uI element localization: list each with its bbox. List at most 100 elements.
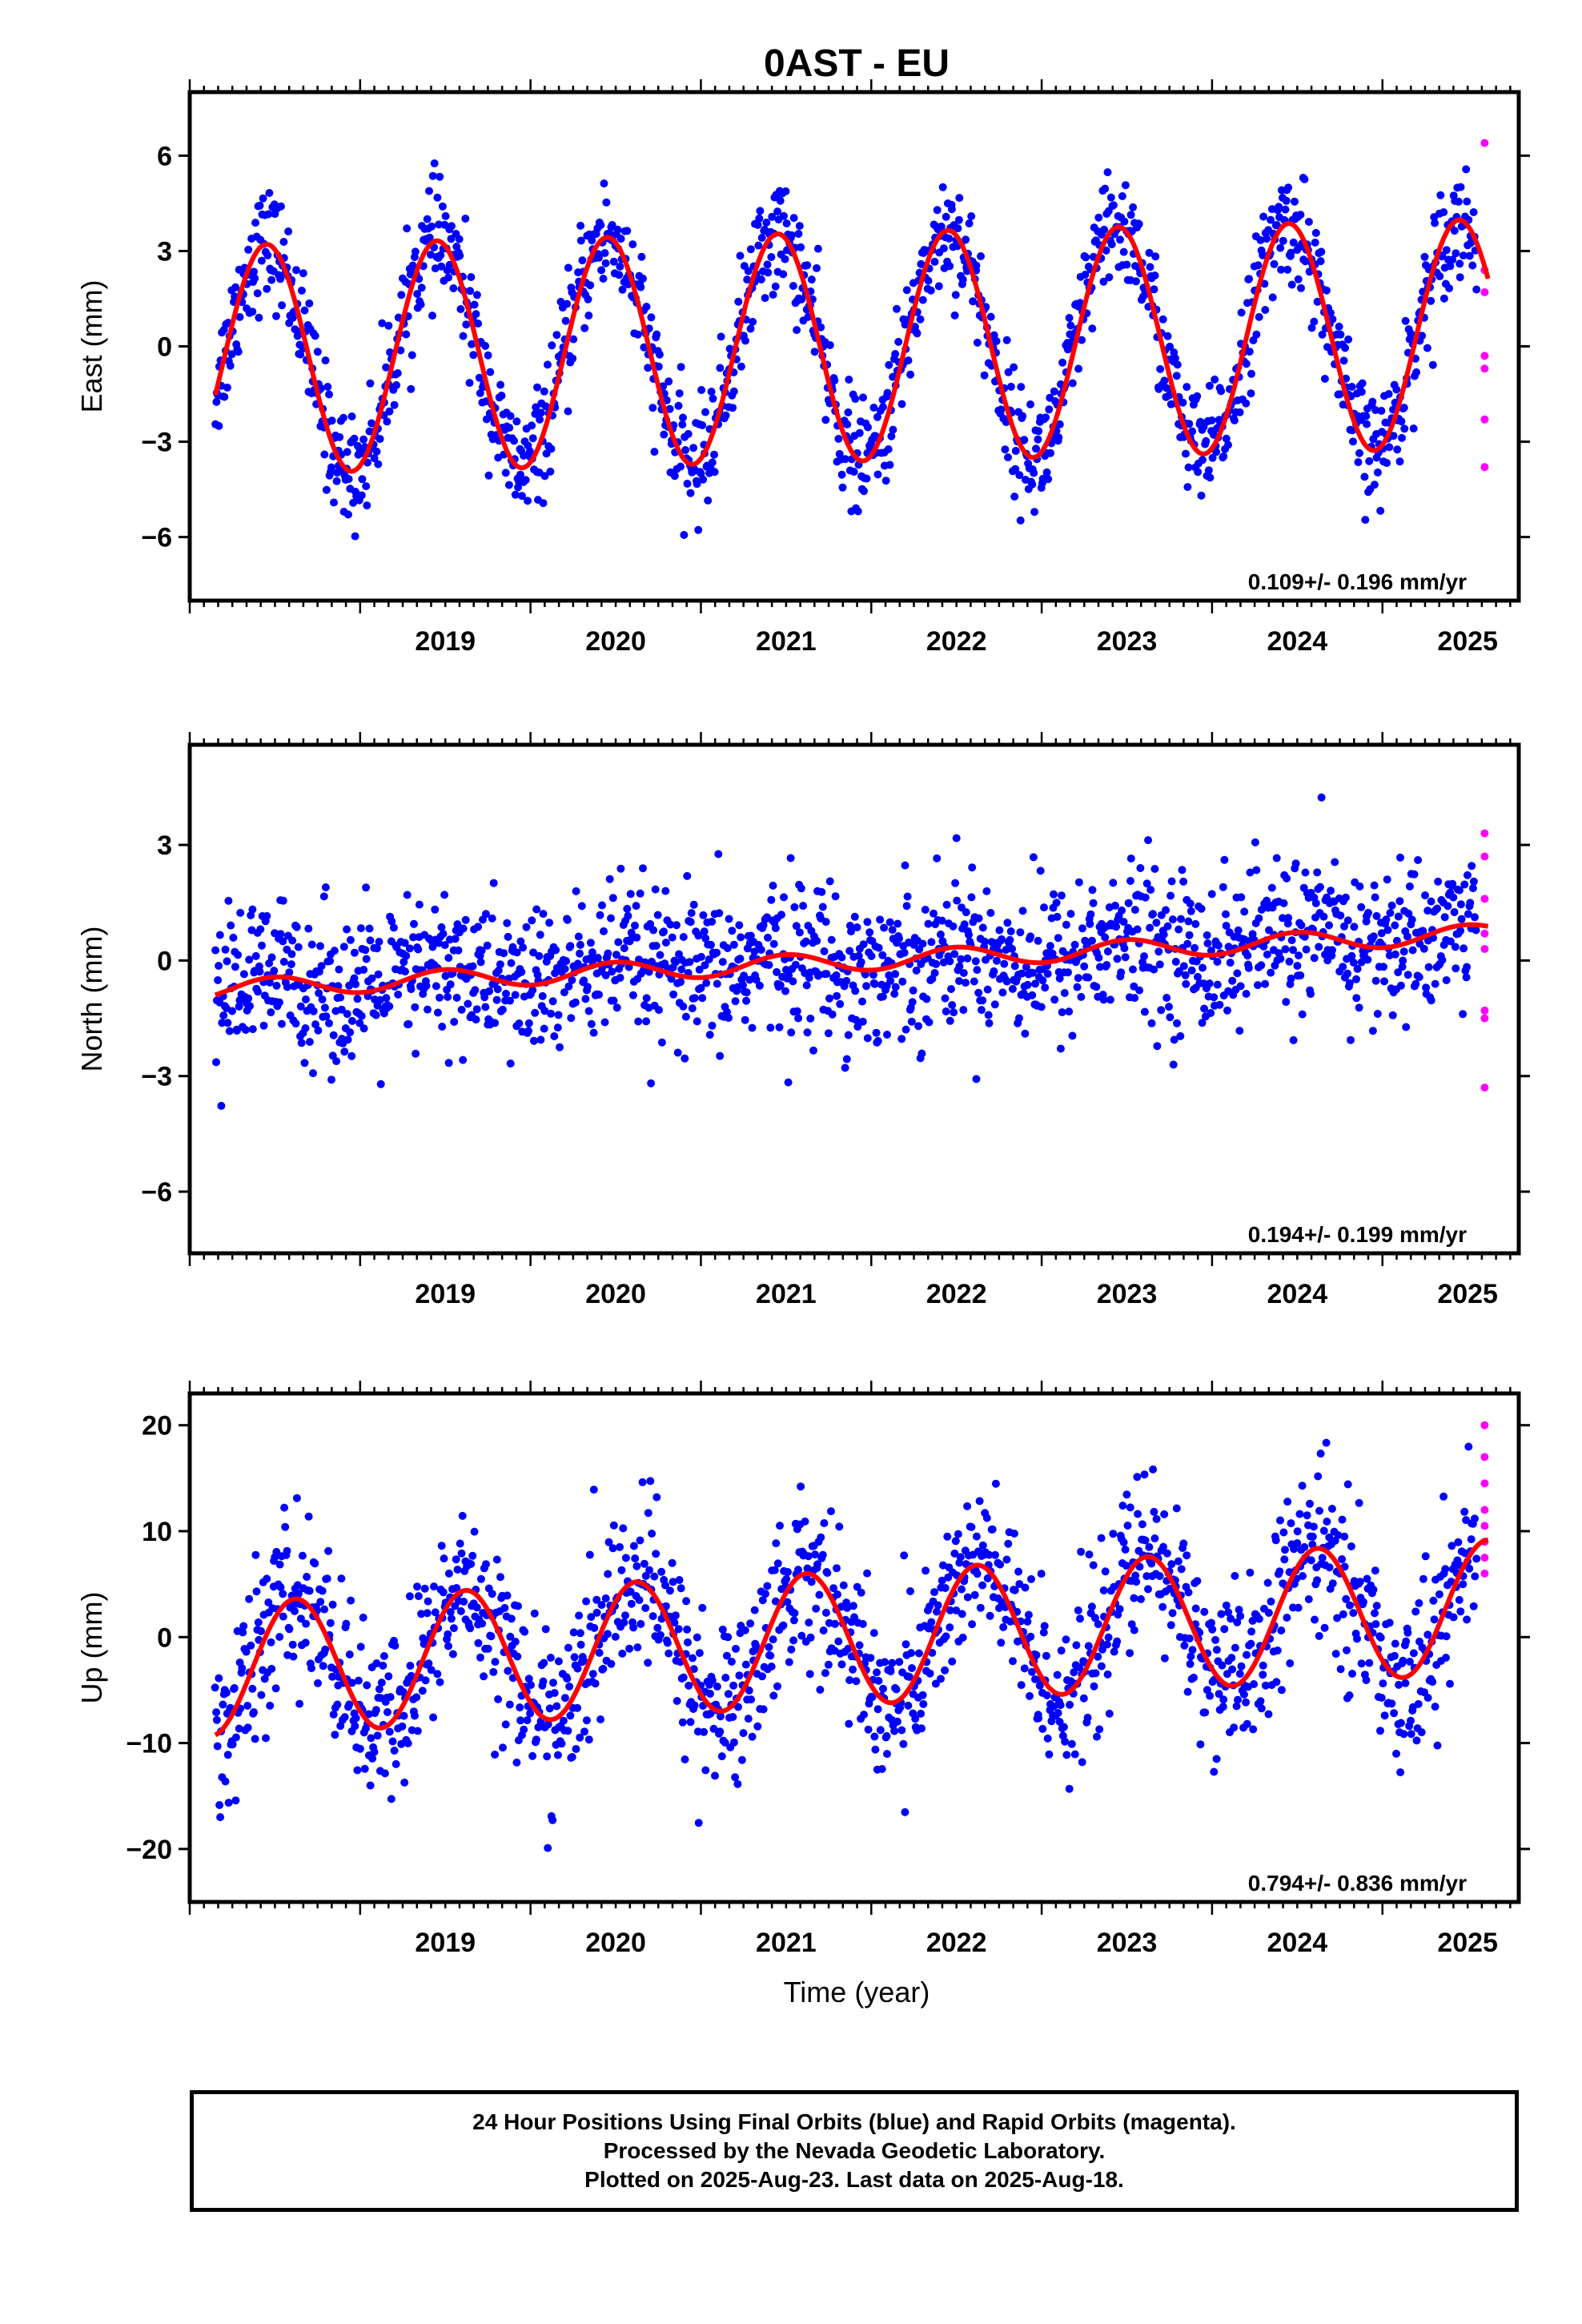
north-rapid-point — [1480, 895, 1489, 903]
up-data-point — [1469, 1602, 1478, 1610]
up-data-point — [1279, 1528, 1288, 1537]
north-data-point — [1222, 910, 1230, 919]
up-data-point — [1333, 1614, 1342, 1622]
up-data-point — [1024, 1610, 1033, 1619]
up-data-point — [1091, 1669, 1100, 1678]
north-data-point — [1325, 921, 1333, 930]
up-data-point — [385, 1727, 394, 1736]
up-data-point — [804, 1552, 813, 1561]
north-data-point — [766, 1023, 775, 1032]
east-data-point — [933, 206, 942, 215]
east-data-point — [386, 348, 395, 356]
north-data-point — [1347, 1035, 1355, 1044]
north-data-point — [335, 965, 343, 974]
north-data-point — [1109, 879, 1118, 887]
up-data-point — [1212, 1646, 1221, 1655]
up-data-point — [1042, 1651, 1050, 1660]
up-data-point — [821, 1608, 830, 1617]
up-data-point — [1454, 1538, 1463, 1546]
north-data-point — [1427, 897, 1435, 906]
up-data-point — [452, 1555, 460, 1564]
north-data-point — [705, 955, 713, 963]
east-data-point — [946, 262, 954, 271]
up-data-point — [523, 1716, 532, 1725]
north-data-point — [1421, 891, 1429, 899]
up-data-point — [787, 1645, 796, 1654]
north-data-point — [1281, 945, 1290, 954]
north-data-point — [246, 1002, 254, 1011]
north-data-point — [339, 943, 348, 951]
up-data-point — [811, 1550, 819, 1559]
up-data-point — [670, 1618, 679, 1627]
north-data-point — [1028, 991, 1037, 999]
north-data-point — [1110, 901, 1119, 910]
north-data-point — [950, 950, 959, 959]
up-data-point — [731, 1773, 740, 1782]
up-data-point — [997, 1638, 1006, 1647]
up-data-point — [262, 1734, 270, 1743]
up-data-point — [1294, 1603, 1303, 1612]
east-data-point — [678, 420, 687, 429]
up-data-point — [1325, 1563, 1334, 1572]
up-data-point — [275, 1560, 284, 1569]
up-data-point — [895, 1658, 904, 1667]
up-data-point — [1331, 1650, 1340, 1659]
north-data-point — [955, 977, 963, 985]
north-data-point — [494, 966, 503, 975]
up-data-point — [620, 1618, 628, 1627]
east-data-point — [1004, 368, 1013, 376]
east-data-point — [1188, 427, 1197, 436]
north-data-point — [1055, 974, 1064, 983]
up-data-point — [1401, 1679, 1410, 1687]
north-data-point — [771, 924, 780, 932]
up-data-point — [1062, 1635, 1070, 1644]
north-data-point — [701, 961, 709, 970]
north-data-point — [480, 993, 489, 1002]
east-data-point — [1074, 364, 1083, 373]
north-data-point — [685, 958, 694, 967]
east-data-point — [849, 468, 858, 476]
north-data-point — [646, 919, 655, 928]
north-data-point — [435, 939, 444, 947]
east-data-point — [1398, 433, 1406, 442]
north-data-point — [1149, 910, 1157, 919]
up-data-point — [589, 1486, 598, 1494]
north-data-point — [1053, 912, 1062, 921]
north-data-point — [1036, 866, 1045, 875]
up-data-point — [1017, 1681, 1026, 1690]
east-data-point — [1034, 435, 1042, 444]
north-data-point — [1060, 989, 1069, 997]
north-data-point — [1419, 944, 1428, 953]
east-data-point — [1459, 251, 1468, 260]
east-data-point — [255, 313, 263, 322]
up-data-point — [1459, 1580, 1468, 1589]
up-data-point — [673, 1697, 681, 1705]
east-data-point — [248, 308, 257, 316]
up-data-point — [1050, 1702, 1058, 1711]
north-data-point — [1181, 971, 1190, 979]
up-data-point — [1218, 1661, 1227, 1670]
east-data-point — [797, 243, 805, 251]
east-data-point — [897, 400, 906, 408]
east-data-point — [697, 469, 705, 478]
east-data-point — [891, 350, 900, 358]
up-data-point — [729, 1738, 738, 1747]
north-data-point — [1404, 909, 1413, 918]
north-data-point — [279, 937, 287, 946]
north-data-point — [337, 1005, 346, 1014]
north-data-point — [973, 966, 982, 975]
up-data-point — [1115, 1605, 1124, 1614]
north-data-point — [1002, 977, 1011, 986]
up-data-point — [326, 1618, 335, 1627]
up-data-point — [440, 1554, 448, 1563]
north-data-point — [1120, 944, 1129, 953]
north-data-point — [279, 896, 287, 905]
north-data-point — [1423, 907, 1432, 915]
up-data-point — [456, 1539, 464, 1548]
up-data-point — [302, 1619, 311, 1628]
east-data-point — [793, 326, 801, 335]
up-data-point — [732, 1644, 740, 1653]
up-data-point — [829, 1584, 838, 1593]
east-data-point — [1255, 312, 1263, 321]
up-data-point — [559, 1716, 568, 1725]
